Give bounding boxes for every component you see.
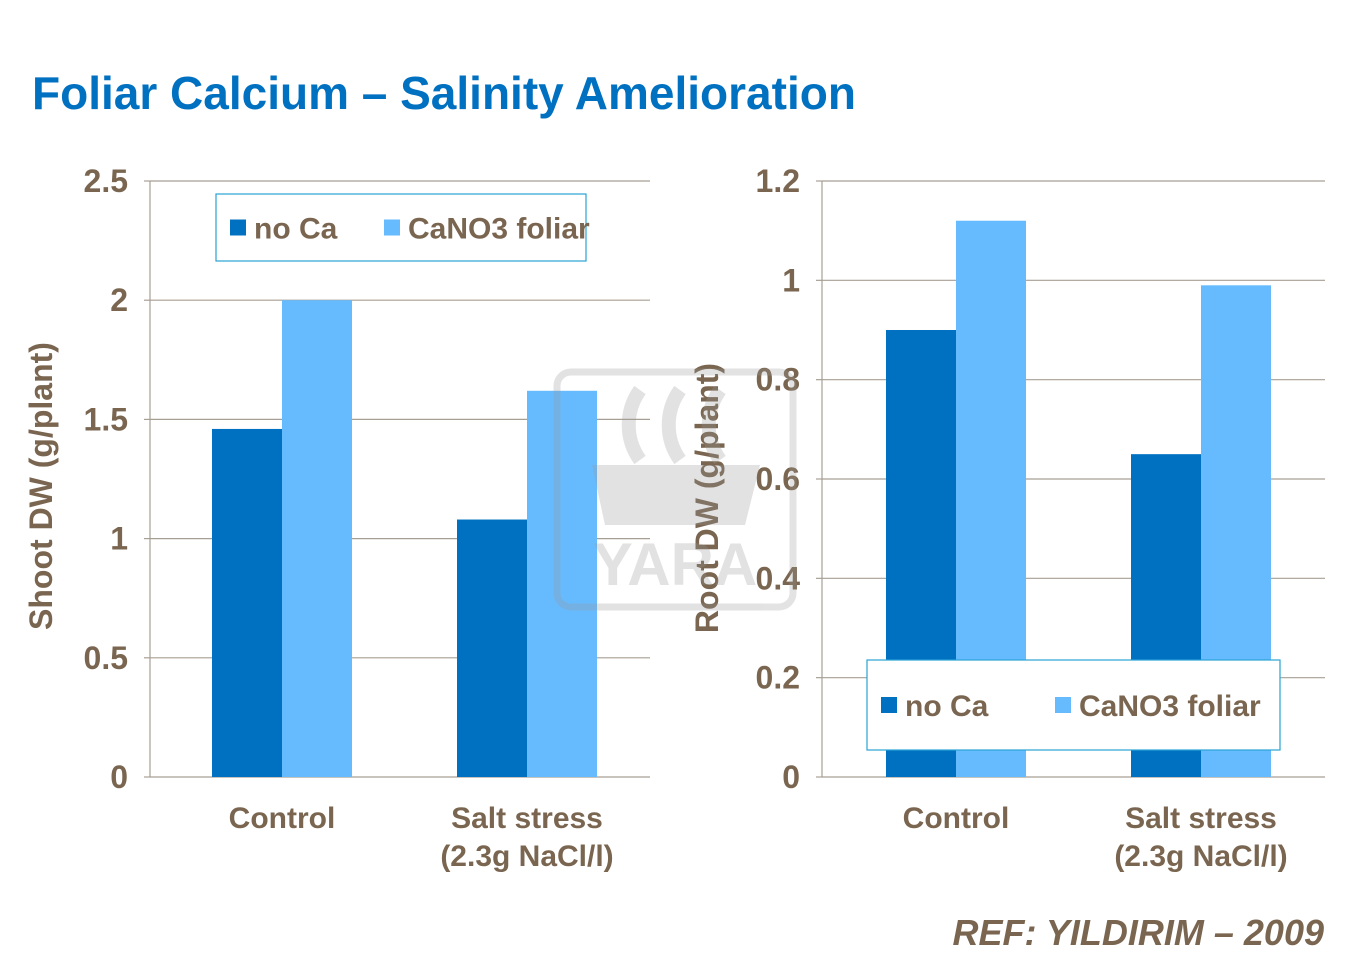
legend-label: no Ca [254, 213, 338, 246]
y-tick-label: 0.8 [756, 362, 800, 398]
legend-swatch [384, 219, 400, 236]
y-tick-label: 1.2 [756, 163, 800, 199]
legend: no Ca CaNO3 foliar [215, 193, 590, 262]
watermark-text: YARA [593, 531, 758, 598]
y-tick-label: 0.2 [756, 660, 800, 696]
yara-watermark: YARA [553, 368, 797, 611]
bar-no-ca [212, 428, 282, 777]
y-tick-label: 0.4 [756, 560, 801, 596]
reference: REF: YILDIRIM – 2009 [952, 912, 1324, 953]
legend-box [215, 193, 587, 262]
legend-swatch [881, 697, 897, 713]
chart-1: 0 0.5 1 1.5 2 2.5 Shoot DW (g/plant) Control Sal… [23, 163, 650, 873]
bar-cano3-foliar [527, 390, 597, 777]
y-tick-label: 0.6 [756, 461, 800, 497]
y-axis-label: Root DW (g/plant) [689, 363, 725, 633]
legend-label: CaNO3 foliar [1079, 690, 1261, 723]
y-tick-label: 2.5 [84, 163, 128, 199]
bar-no-ca [457, 519, 527, 777]
y-tick-label: 1 [782, 262, 800, 298]
x-category-label: Control [229, 802, 336, 835]
x-category-label: (2.3g NaCl/l) [440, 840, 613, 873]
watermark-sail-icon [621, 385, 726, 465]
slide-title: Foliar Calcium – Salinity Amelioration [32, 67, 856, 119]
legend-box [866, 659, 1281, 751]
y-tick-label: 1 [110, 521, 128, 557]
x-category-label: (2.3g NaCl/l) [1114, 840, 1287, 873]
y-tick-label: 0 [110, 759, 128, 795]
watermark-frame [553, 368, 797, 611]
y-tick-label: 0.5 [84, 640, 128, 676]
x-category-label: Salt stress [451, 802, 603, 835]
watermark-ship-icon [592, 465, 760, 525]
legend-label: CaNO3 foliar [408, 213, 590, 246]
y-tick-label: 2 [110, 282, 128, 318]
x-category-label: Control [903, 802, 1010, 835]
bar-cano3-foliar [282, 300, 352, 777]
y-tick-label: 0 [782, 759, 800, 795]
legend-swatch [230, 219, 246, 236]
y-tick-label: 1.5 [84, 401, 128, 437]
chart-2: 0 0.2 0.4 0.6 0.8 1 1.2 Root DW (g/plant) Contro… [689, 163, 1325, 873]
legend-swatch [1055, 697, 1071, 713]
y-axis-label: Shoot DW (g/plant) [23, 342, 59, 630]
x-category-label: Salt stress [1125, 802, 1277, 835]
legend-label: no Ca [905, 690, 989, 723]
legend: no Ca CaNO3 foliar [866, 659, 1281, 751]
